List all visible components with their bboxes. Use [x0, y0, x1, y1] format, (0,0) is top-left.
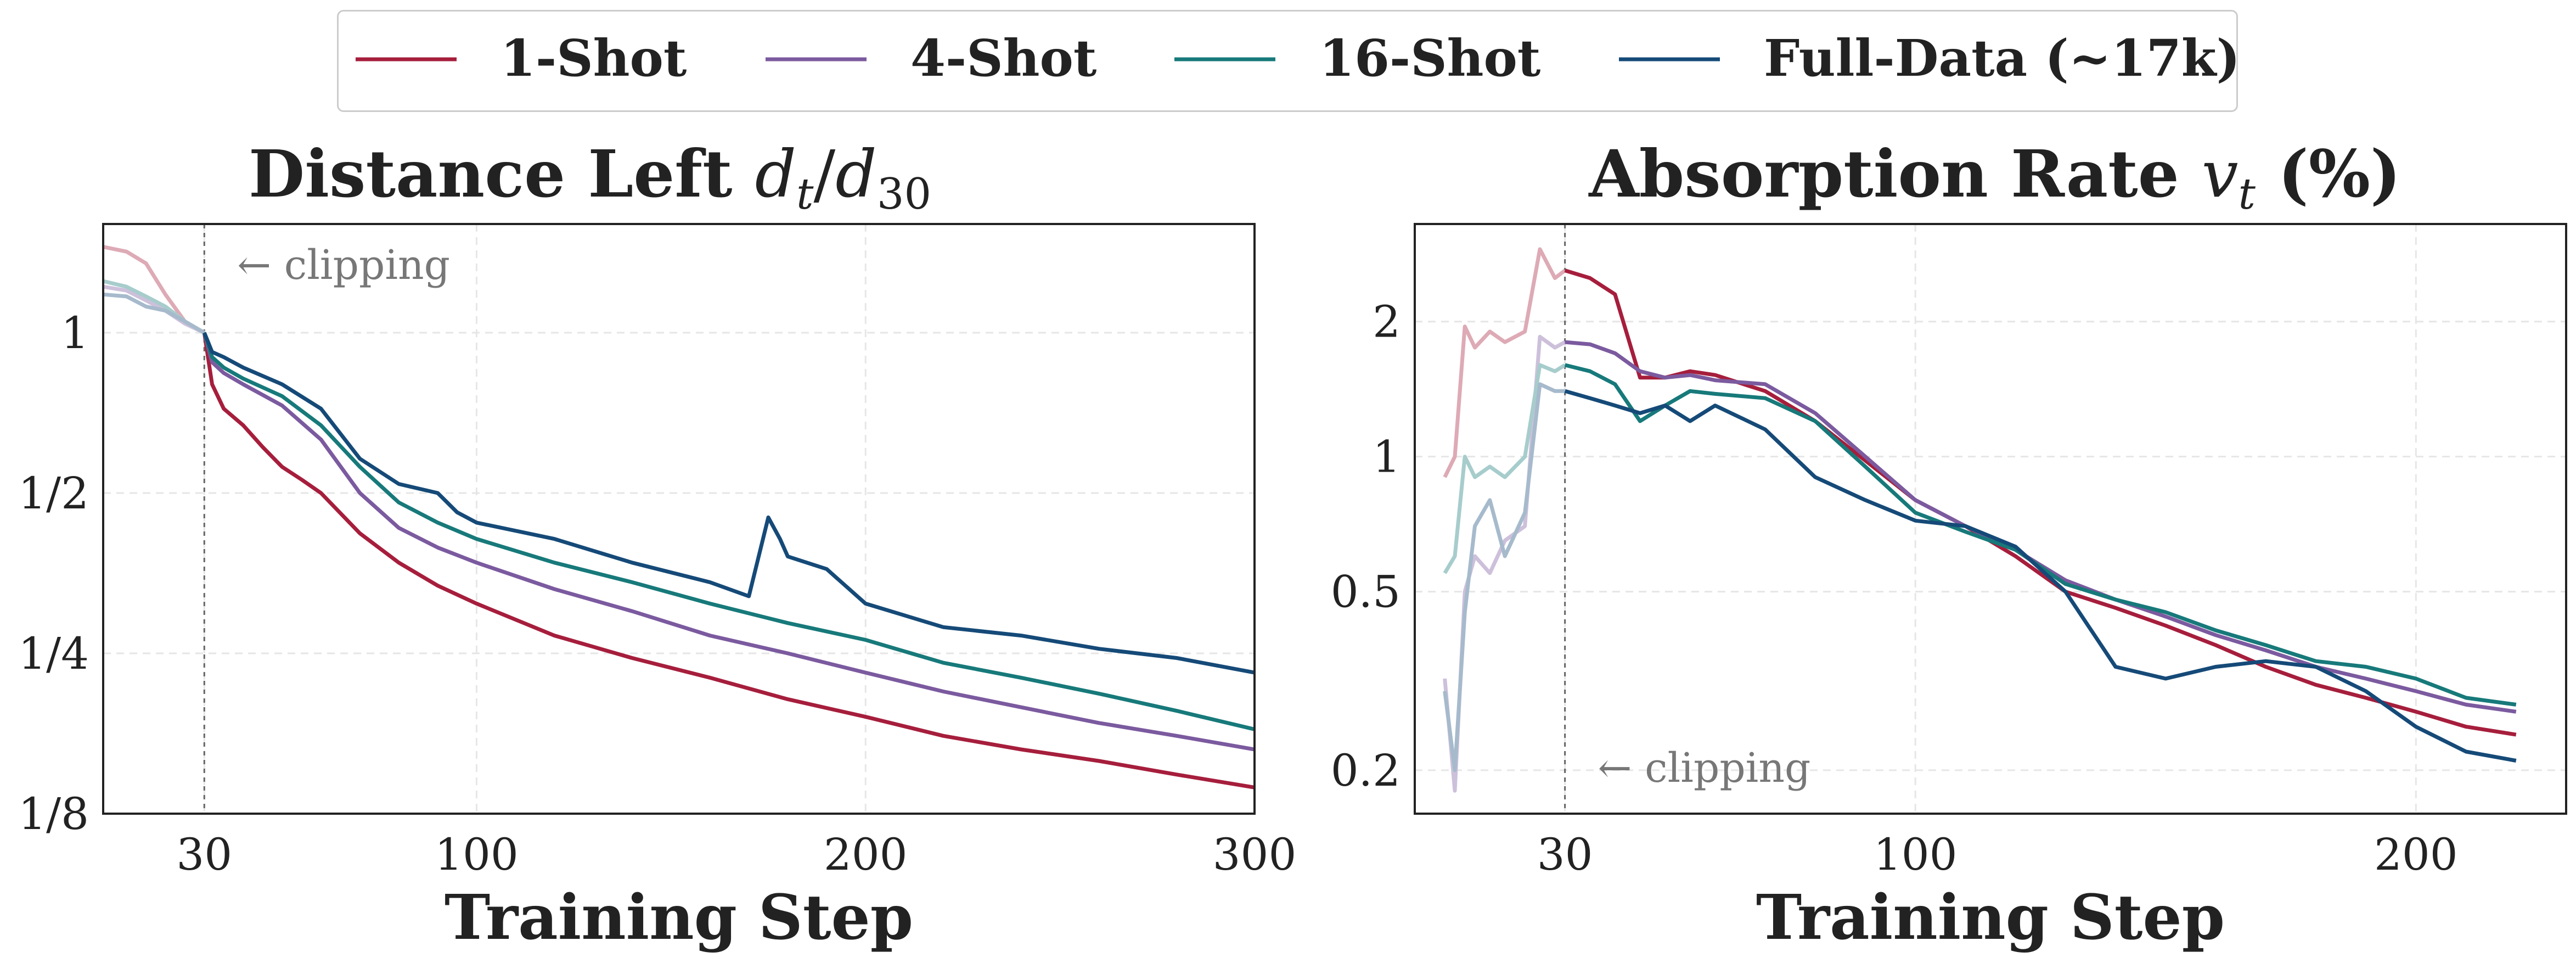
x-tick-label-1: 100 — [435, 829, 519, 880]
y-tick-label-2: 0.5 — [1331, 567, 1401, 618]
y-tick-label-0: 2 — [1373, 296, 1401, 348]
chart-title-absorption: Absorption Rate vt (%) — [1588, 136, 2401, 219]
chart-distance-left: 30 100 200 300 1 1/2 1/4 1/8 Training Step ← clip… — [18, 223, 1297, 954]
x-tick-label-2: 200 — [2374, 829, 2458, 880]
x-tick-label-2: 200 — [824, 829, 908, 880]
x-tick-label-3: 300 — [1213, 829, 1297, 880]
legend — [337, 10, 2238, 112]
series-0-line — [202, 332, 1255, 790]
y-tick-label-3: 0.2 — [1331, 745, 1401, 796]
series-1-preclip — [1443, 334, 1566, 793]
chart-title-distance: Distance Left dt/d30 — [249, 136, 931, 219]
series-3-preclip — [103, 292, 206, 335]
clipping-annotation: ← clipping — [1598, 744, 1811, 792]
series-3-preclip — [1443, 382, 1565, 772]
plot-frame — [102, 223, 1256, 815]
series-1-line — [202, 332, 1255, 752]
x-axis-label: Training Step — [445, 882, 913, 954]
y-tick-label-1: 1 — [1373, 432, 1401, 483]
series-2-line — [202, 332, 1255, 731]
series-layer — [103, 245, 1255, 790]
series-layer — [1443, 247, 2517, 793]
x-tick-label-1: 100 — [1874, 829, 1958, 880]
series-0-line — [1564, 268, 2517, 737]
legend-entries: 1-Shot 4-Shot 16-Shot Full-Data (~17k) — [356, 29, 2240, 88]
series-0-preclip — [1443, 247, 1566, 478]
series-2-line — [1564, 363, 2517, 707]
plot-frame — [1414, 223, 2567, 815]
series-3-line — [203, 332, 1255, 675]
y-tick-label-0: 1 — [61, 307, 89, 359]
y-tick-label-1: 1/2 — [18, 468, 89, 519]
title-text: Distance Left — [249, 136, 755, 212]
x-tick-label-0: 30 — [176, 829, 232, 880]
series-3-line — [1564, 389, 2517, 763]
legend-label-0: 1-Shot — [500, 29, 687, 88]
series-1-line — [1565, 340, 2517, 714]
chart-absorption-rate: 30 100 200 2 1 0.5 0.2 Training Step ← clipping — [1331, 223, 2567, 954]
y-tick-label-2: 1/4 — [18, 628, 89, 679]
legend-label-2: 16-Shot — [1319, 29, 1541, 88]
legend-label-1: 4-Shot — [910, 29, 1097, 88]
series-2-preclip — [1443, 363, 1566, 574]
legend-label-3: Full-Data (~17k) — [1764, 29, 2240, 88]
clipping-annotation: ← clipping — [237, 242, 450, 289]
y-tick-label-3: 1/8 — [18, 788, 89, 839]
x-axis-label: Training Step — [1756, 882, 2225, 954]
x-tick-label-0: 30 — [1537, 829, 1593, 880]
